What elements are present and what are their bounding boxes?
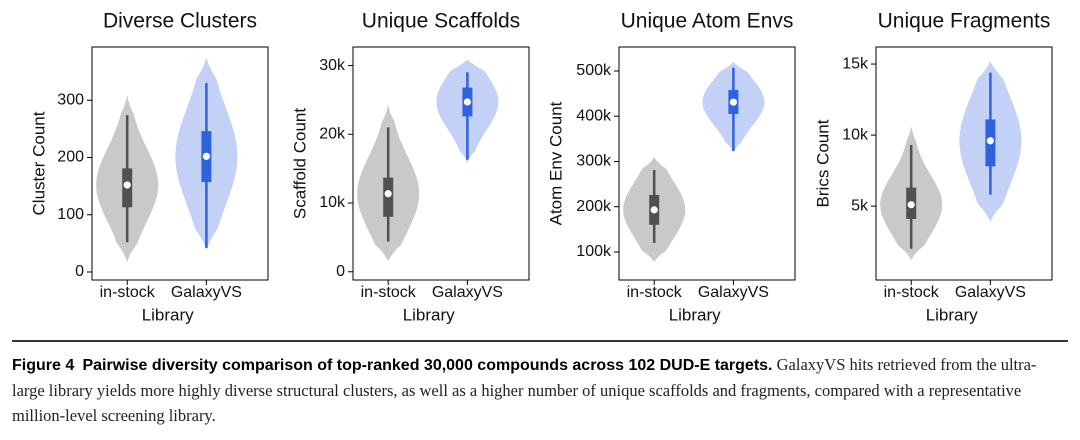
- y-tick-label: 30k: [319, 57, 346, 74]
- x-axis-label: Library: [669, 305, 721, 324]
- y-tick-label: 200k: [576, 198, 612, 215]
- y-tick-label: 0: [75, 263, 84, 280]
- y-tick-label: 100k: [576, 243, 612, 260]
- x-tick-label: GalaxyVS: [171, 284, 242, 301]
- x-tick-label: GalaxyVS: [698, 284, 769, 301]
- x-tick-label: in-stock: [884, 284, 940, 301]
- plot-frame: [875, 46, 1053, 281]
- x-axis-label: Library: [926, 305, 978, 324]
- chart-title: Diverse Clusters: [103, 10, 257, 33]
- median: [384, 190, 392, 198]
- y-axis-label: Cluster Count: [29, 111, 48, 215]
- median: [463, 98, 471, 106]
- median: [907, 201, 915, 209]
- chart-title: Unique Fragments: [878, 10, 1051, 33]
- y-tick-label: 200: [57, 149, 84, 166]
- y-tick-label: 10k: [842, 126, 869, 143]
- y-tick-label: 300k: [576, 153, 612, 170]
- caption-title: Pairwise diversity comparison of top-ran…: [82, 357, 773, 374]
- caption-label: Figure 4: [12, 357, 75, 374]
- x-tick-label: GalaxyVS: [432, 284, 503, 301]
- y-tick-label: 0: [336, 263, 345, 280]
- y-tick-label: 100: [57, 206, 84, 223]
- caption-text: GalaxyVS hits retrieved from the ultra-l…: [12, 355, 1037, 425]
- median: [202, 152, 210, 160]
- plot-frame: [618, 46, 796, 281]
- x-tick-label: in-stock: [361, 284, 417, 301]
- x-tick-label: GalaxyVS: [955, 284, 1026, 301]
- y-tick-label: 20k: [319, 126, 346, 143]
- y-tick-label: 10k: [319, 194, 346, 211]
- y-tick-label: 400k: [576, 107, 612, 124]
- plot-frame: [352, 46, 530, 281]
- y-tick-label: 500k: [576, 62, 612, 79]
- median: [986, 137, 995, 145]
- median: [650, 206, 658, 214]
- y-tick-label: 300: [57, 91, 84, 108]
- caption: Figure 4 Pairwise diversity comparison o…: [12, 340, 1068, 428]
- chart-title: Unique Scaffolds: [362, 10, 520, 33]
- y-tick-label: 15k: [842, 55, 869, 72]
- figure: Diverse Clusters 0 100 200 300 Cluster Count L…: [29, 10, 1053, 324]
- y-axis-label: Scaffold Count: [290, 108, 309, 219]
- y-axis-label: Brics Count: [813, 119, 832, 207]
- y-tick-label: 5k: [851, 197, 869, 214]
- x-axis-label: Library: [403, 305, 455, 324]
- plot-frame: [91, 46, 269, 281]
- median: [729, 98, 738, 106]
- x-tick-label: in-stock: [627, 284, 683, 301]
- x-axis-label: Library: [142, 305, 194, 324]
- y-axis-label: Atom Env Count: [546, 101, 565, 225]
- x-tick-label: in-stock: [100, 284, 156, 301]
- chart-title: Unique Atom Envs: [621, 10, 794, 33]
- median: [123, 181, 131, 189]
